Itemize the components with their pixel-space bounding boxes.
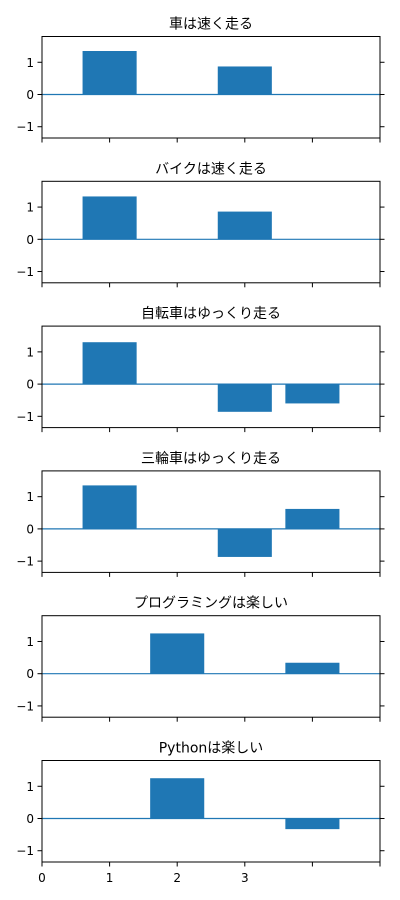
y-tick-label: −1 bbox=[16, 120, 34, 134]
bar bbox=[285, 662, 340, 674]
axes-frame bbox=[41, 36, 381, 139]
subplot-title: 車は速く走る bbox=[169, 16, 253, 33]
bar bbox=[217, 66, 272, 95]
bar bbox=[82, 51, 137, 95]
y-tick-label: 0 bbox=[26, 812, 34, 826]
bar bbox=[82, 485, 137, 529]
y-tick-label: 0 bbox=[26, 522, 34, 536]
subplot-title: Pythonは楽しい bbox=[159, 741, 264, 757]
bar bbox=[217, 384, 272, 412]
subplot-title: 自転車はゆっくり走る bbox=[141, 305, 281, 322]
subplot-title: バイクは速く走る bbox=[155, 161, 267, 177]
x-tick-label: 0 bbox=[38, 871, 46, 885]
bar bbox=[285, 384, 340, 404]
y-tick-label: −1 bbox=[16, 410, 34, 424]
y-tick-label: 1 bbox=[26, 780, 34, 794]
bar bbox=[82, 196, 137, 240]
subplot-1: 車は速く走る 1 0 −1 bbox=[16, 16, 385, 143]
subplot-6: Pythonは楽しい 1 0 −1 0 1 2 3 bbox=[16, 741, 385, 885]
y-tick-label: 1 bbox=[26, 490, 34, 504]
axes-frame bbox=[41, 760, 381, 863]
y-tick-label: −1 bbox=[16, 699, 34, 713]
axes-frame bbox=[41, 615, 381, 718]
bar bbox=[285, 508, 340, 529]
bar bbox=[82, 342, 137, 385]
bar bbox=[285, 818, 340, 830]
subplot-2: バイクは速く走る 1 0 −1 bbox=[16, 161, 385, 288]
axes-frame bbox=[41, 180, 381, 284]
bar bbox=[217, 528, 272, 557]
axes-frame bbox=[41, 470, 381, 573]
subplot-title: 三輪車はゆっくり走る bbox=[141, 450, 281, 467]
subplot-title: プログラミングは楽しい bbox=[134, 596, 288, 612]
y-tick-label: −1 bbox=[16, 265, 34, 279]
axes-frame bbox=[41, 325, 381, 429]
x-tick-label: 1 bbox=[106, 871, 114, 885]
bar bbox=[217, 211, 272, 240]
subplot-4: 三輪車はゆっくり走る 1 0 −1 bbox=[16, 450, 385, 577]
y-tick-label: 0 bbox=[26, 233, 34, 247]
x-tick-label: 3 bbox=[241, 871, 249, 885]
y-tick-label: 1 bbox=[26, 56, 34, 70]
bar bbox=[150, 633, 205, 674]
subplot-3: 自転車はゆっくり走る 1 0 −1 bbox=[16, 305, 385, 433]
x-tick-label: 2 bbox=[173, 871, 181, 885]
subplot-5: プログラミングは楽しい 1 0 −1 bbox=[16, 596, 385, 722]
y-tick-label: 1 bbox=[26, 345, 34, 359]
y-tick-label: 0 bbox=[26, 667, 34, 681]
bar bbox=[150, 778, 205, 819]
y-tick-label: 0 bbox=[26, 88, 34, 102]
y-tick-label: 0 bbox=[26, 378, 34, 392]
y-tick-label: −1 bbox=[16, 844, 34, 858]
y-tick-label: −1 bbox=[16, 555, 34, 569]
y-tick-label: 1 bbox=[26, 201, 34, 215]
y-tick-label: 1 bbox=[26, 635, 34, 649]
